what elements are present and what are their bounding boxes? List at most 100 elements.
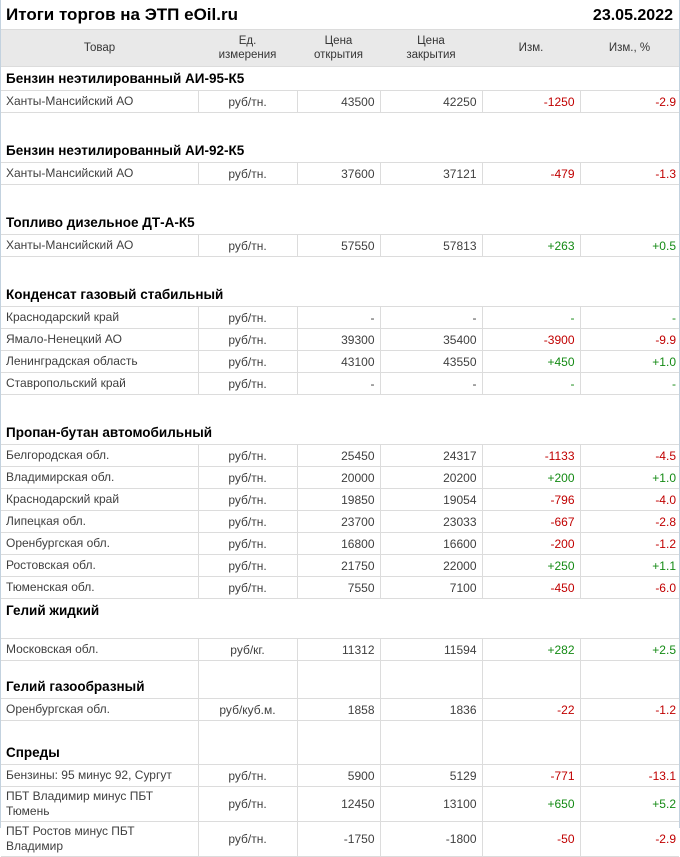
section-title: Бензин неэтилированный АИ-95-К5 [6, 71, 245, 86]
product-cell: Ставропольский край [1, 372, 199, 395]
open-price-cell: 7550 [296, 576, 381, 599]
table-row: Ханты-Мансийский АО руб/тн. 57550 57813 +263… [1, 234, 679, 257]
open-price-cell: -1750 [296, 821, 381, 857]
change-pct-cell: +2.5 [579, 638, 679, 661]
open-price-cell: 43100 [296, 350, 381, 373]
column-header: Изм., % [580, 29, 679, 67]
spacer-cell [1, 113, 679, 140]
change-pct-cell: +5.2 [579, 786, 679, 822]
section-header-cell [481, 675, 581, 699]
product-cell: Ленинградская область [1, 350, 199, 373]
open-price-cell: 19850 [296, 488, 381, 511]
section-header-cell [296, 675, 381, 699]
product-cell: Белгородская обл. [1, 444, 199, 467]
table-row: Ямало-Ненецкий АО руб/тн. 39300 35400 -3900-… [1, 328, 679, 351]
column-header: Товар [1, 29, 198, 67]
spacer-cell [579, 660, 679, 675]
change-pct-cell: -4.5 [579, 444, 679, 467]
unit-cell: руб/тн. [197, 444, 298, 467]
unit-cell: руб/тн. [197, 532, 298, 555]
table-row: ПБТ Ростов минус ПБТ Владимир руб/тн. -175… [1, 821, 679, 857]
section-header-row: Конденсат газовый стабильный [1, 283, 679, 307]
spacer-cell [579, 720, 679, 741]
table-row: Ростовская обл. руб/тн. 21750 22000 +250 +1.1 [1, 554, 679, 577]
change-cell: -22 [481, 698, 581, 721]
change-pct-cell: -6.0 [579, 576, 679, 599]
close-price-cell: - [379, 372, 483, 395]
results-table: Товар Ед. измерения Цена открытия Цена закр… [1, 29, 679, 857]
table-row: Ханты-Мансийский АО руб/тн. 37600 37121 -479… [1, 162, 679, 185]
product-cell: Оренбургская обл. [1, 532, 199, 555]
spacer-cell [296, 660, 381, 675]
spacer-row [1, 185, 679, 212]
open-price-cell: 21750 [296, 554, 381, 577]
change-cell: +200 [481, 466, 581, 489]
unit-cell: руб/тн. [197, 466, 298, 489]
product-cell: Ханты-Мансийский АО [1, 90, 199, 113]
section-header-row: Гелий жидкий [1, 599, 679, 623]
report-titlebar: Итоги торгов на ЭТП eOil.ru 23.05.2022 [1, 0, 679, 29]
close-price-cell: 57813 [379, 234, 483, 257]
change-cell: -3900 [481, 328, 581, 351]
unit-cell: руб/тн. [197, 786, 298, 822]
table-row: Тюменская обл. руб/тн. 7550 7100 -450 -6.0 [1, 576, 679, 599]
open-price-cell: 20000 [296, 466, 381, 489]
table-row: Оренбургская обл. руб/тн. 16800 16600 -200 -1… [1, 532, 679, 555]
change-pct-cell: -2.9 [579, 90, 679, 113]
section-header-row: Спреды [1, 741, 679, 765]
table-row: Ханты-Мансийский АО руб/тн. 43500 42250 -125… [1, 90, 679, 113]
table-row: ПБТ Владимир минус ПБТ Тюмень руб/тн. 1245… [1, 786, 679, 822]
product-cell: Липецкая обл. [1, 510, 199, 533]
open-price-cell: 5900 [296, 764, 381, 787]
change-pct-cell: +1.0 [579, 466, 679, 489]
change-cell: -771 [481, 764, 581, 787]
spacer-cell [379, 720, 483, 741]
unit-cell: руб/кг. [197, 638, 298, 661]
change-pct-cell: +0.5 [579, 234, 679, 257]
unit-cell: руб/тн. [197, 488, 298, 511]
unit-cell: руб/тн. [197, 306, 298, 329]
product-cell: Ханты-Мансийский АО [1, 162, 199, 185]
section-title: Гелий газообразный [1, 675, 199, 699]
change-cell: -1133 [481, 444, 581, 467]
unit-cell: руб/тн. [197, 372, 298, 395]
change-pct-cell: -2.8 [579, 510, 679, 533]
table-row: Владимирская обл. руб/тн. 20000 20200 +200 +1… [1, 466, 679, 489]
product-cell: Ростовская обл. [1, 554, 199, 577]
open-price-cell: 12450 [296, 786, 381, 822]
product-cell: Бензины: 95 минус 92, Сургут [1, 764, 199, 787]
close-price-cell: 1836 [379, 698, 483, 721]
table-body: Бензин неэтилированный АИ-95-К5 Ханты-Ман… [1, 67, 679, 857]
unit-cell: руб/тн. [197, 576, 298, 599]
product-cell: Оренбургская обл. [1, 698, 199, 721]
section-header-cell [379, 741, 483, 765]
section-header-cell [579, 675, 679, 699]
spacer-row [1, 622, 679, 639]
table-row: Ставропольский край руб/тн. - - - - [1, 372, 679, 395]
close-price-cell: 35400 [379, 328, 483, 351]
section-title: Пропан-бутан автомобильный [6, 425, 213, 440]
spacer-cell [379, 660, 483, 675]
section-title: Спреды [1, 741, 199, 765]
column-header: Цена открытия [297, 29, 380, 67]
change-pct-cell: - [579, 372, 679, 395]
section-title: Топливо дизельное ДТ-А-К5 [6, 215, 195, 230]
change-cell: +282 [481, 638, 581, 661]
unit-cell: руб/тн. [197, 764, 298, 787]
product-cell: ПБТ Ростов минус ПБТ Владимир [1, 821, 199, 857]
table-row: Липецкая обл. руб/тн. 23700 23033 -667 -2.8 [1, 510, 679, 533]
open-price-cell: 16800 [296, 532, 381, 555]
unit-cell: руб/куб.м. [197, 698, 298, 721]
unit-cell: руб/тн. [197, 162, 298, 185]
change-cell: -450 [481, 576, 581, 599]
section-header-cell [579, 741, 679, 765]
open-price-cell: 37600 [296, 162, 381, 185]
open-price-cell: 1858 [296, 698, 381, 721]
open-price-cell: - [296, 372, 381, 395]
column-header: Изм. [482, 29, 580, 67]
section-header-row: Гелий газообразный [1, 675, 679, 699]
unit-cell: руб/тн. [197, 350, 298, 373]
change-pct-cell: -13.1 [579, 764, 679, 787]
spacer-cell [197, 660, 298, 675]
section-header-cell [197, 741, 298, 765]
